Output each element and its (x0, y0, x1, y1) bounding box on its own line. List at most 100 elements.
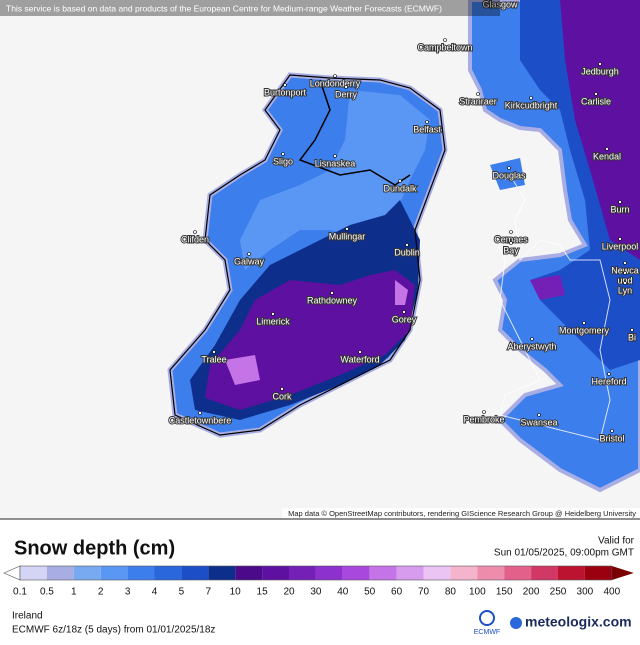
city-label: Carlisle (581, 96, 611, 106)
meteologix-icon (510, 617, 522, 629)
colorbar-tick-label: 7 (206, 587, 212, 598)
color-swatch (46, 566, 74, 580)
color-swatch (262, 566, 289, 580)
city-label: Glasgow (482, 0, 518, 9)
colorbar-tick-label: 300 (577, 587, 594, 598)
city-label: Montgomery (559, 325, 610, 335)
city-label: Bi (628, 332, 636, 342)
colorbar-tick-label: 400 (603, 587, 620, 598)
city-label: Campbeltown (417, 42, 472, 52)
color-swatch (504, 566, 532, 580)
colorbar: 0.1 0.5 1 2 3 4 5 7 10 15 20 30 40 50 60 70 80 100 150 200 2… (3, 565, 634, 598)
city-marker (443, 38, 447, 42)
city-label: Aberystwyth (507, 341, 556, 351)
valid-time: Sun 01/05/2025, 09:00pm GMT (494, 548, 634, 559)
attribution-box (282, 508, 640, 519)
city-marker (610, 429, 614, 433)
colorbar-tick-label: 0.1 (13, 587, 27, 598)
city-marker (358, 350, 362, 354)
isle-of-man (490, 158, 525, 190)
city-marker (283, 83, 287, 87)
city-marker (333, 154, 337, 158)
city-marker (605, 147, 609, 151)
color-swatch (235, 566, 263, 580)
city-marker (212, 350, 216, 354)
city-labels: Glasgow Campbeltown Jedburgh LondonderryDer… (168, 0, 640, 444)
city-label: Belfast (413, 124, 441, 134)
city-marker (529, 96, 533, 100)
city-label: Sligo (273, 156, 293, 166)
city-marker (345, 227, 349, 231)
city-marker (618, 200, 622, 204)
ecmwf-logo: ECMWF (474, 629, 500, 636)
city-label: Clifden (181, 234, 209, 244)
color-swatch (127, 566, 155, 580)
city-label: Cork (272, 391, 292, 401)
city-marker (247, 252, 251, 256)
color-swatch (477, 566, 505, 580)
run-info: ECMWF 6z/18z (5 days) from 01/01/2025/18… (12, 625, 215, 636)
region: Ireland (12, 611, 43, 622)
city-label: Burtonport (264, 87, 307, 97)
city-marker (582, 321, 586, 325)
colorbar-tick-label: 80 (445, 587, 457, 598)
city-marker (402, 310, 406, 314)
city-label: Kendal (593, 151, 621, 161)
color-swatch (396, 566, 424, 580)
colorbar-tick-label: 0.5 (40, 587, 54, 598)
city-label: Derry (335, 89, 357, 99)
city-marker (271, 312, 275, 316)
color-swatch (423, 566, 451, 580)
colorbar-tick-label: 60 (391, 587, 403, 598)
color-swatch (558, 566, 585, 580)
city-marker (344, 85, 348, 89)
color-swatch (100, 566, 128, 580)
city-label: Jedburgh (581, 66, 619, 76)
colorbar-tick-label: 250 (550, 587, 567, 598)
city-label: Dundalk (383, 183, 417, 193)
city-label: Bristol (599, 433, 624, 443)
colorbar-tick-label: 40 (337, 587, 349, 598)
city-label: Rathdowney (307, 295, 358, 305)
city-marker (280, 387, 284, 391)
britain-purple (560, 0, 640, 260)
color-swatch (531, 566, 558, 580)
color-swatch (369, 566, 397, 580)
city-marker (507, 166, 511, 170)
legend-title: Snow depth (cm) (14, 537, 175, 559)
color-swatch (181, 566, 209, 580)
colorbar-tick-label: 100 (469, 587, 486, 598)
color-swatch (154, 566, 182, 580)
colorbar-tick-label: 4 (152, 587, 158, 598)
city-label: Newca (611, 265, 639, 275)
attribution: Map data © OpenStreetMap contributors, r… (288, 509, 636, 518)
colorbar-tick-label: 2 (98, 587, 104, 598)
city-label: Bay (503, 245, 519, 255)
city-marker (594, 92, 598, 96)
city-marker (398, 179, 402, 183)
city-marker (623, 271, 627, 275)
map: Glasgow Campbeltown Jedburgh LondonderryDer… (0, 0, 640, 519)
colorbar-tick-label: 200 (523, 587, 540, 598)
colorbar-tick-label: 10 (230, 587, 242, 598)
city-marker (333, 74, 337, 78)
city-marker (476, 92, 480, 96)
city-marker (425, 120, 429, 124)
city-label: Limerick (256, 316, 290, 326)
colorbar-tick-label: 30 (310, 587, 322, 598)
city-label: Burn (610, 204, 629, 214)
city-marker (482, 410, 486, 414)
color-swatch (584, 566, 612, 580)
city-marker (607, 372, 611, 376)
notice: This service is based on data and produc… (6, 3, 442, 13)
city-label: Hereford (591, 376, 626, 386)
color-swatch (315, 566, 343, 580)
colorbar-tick-label: 5 (179, 587, 185, 598)
colorbar-tick-label: 150 (496, 587, 513, 598)
colorbar-tick-label: 50 (364, 587, 376, 598)
city-label: Waterford (340, 354, 379, 364)
colorbar-tick-label: 1 (71, 587, 77, 598)
color-swatch (20, 566, 47, 580)
city-marker (193, 230, 197, 234)
